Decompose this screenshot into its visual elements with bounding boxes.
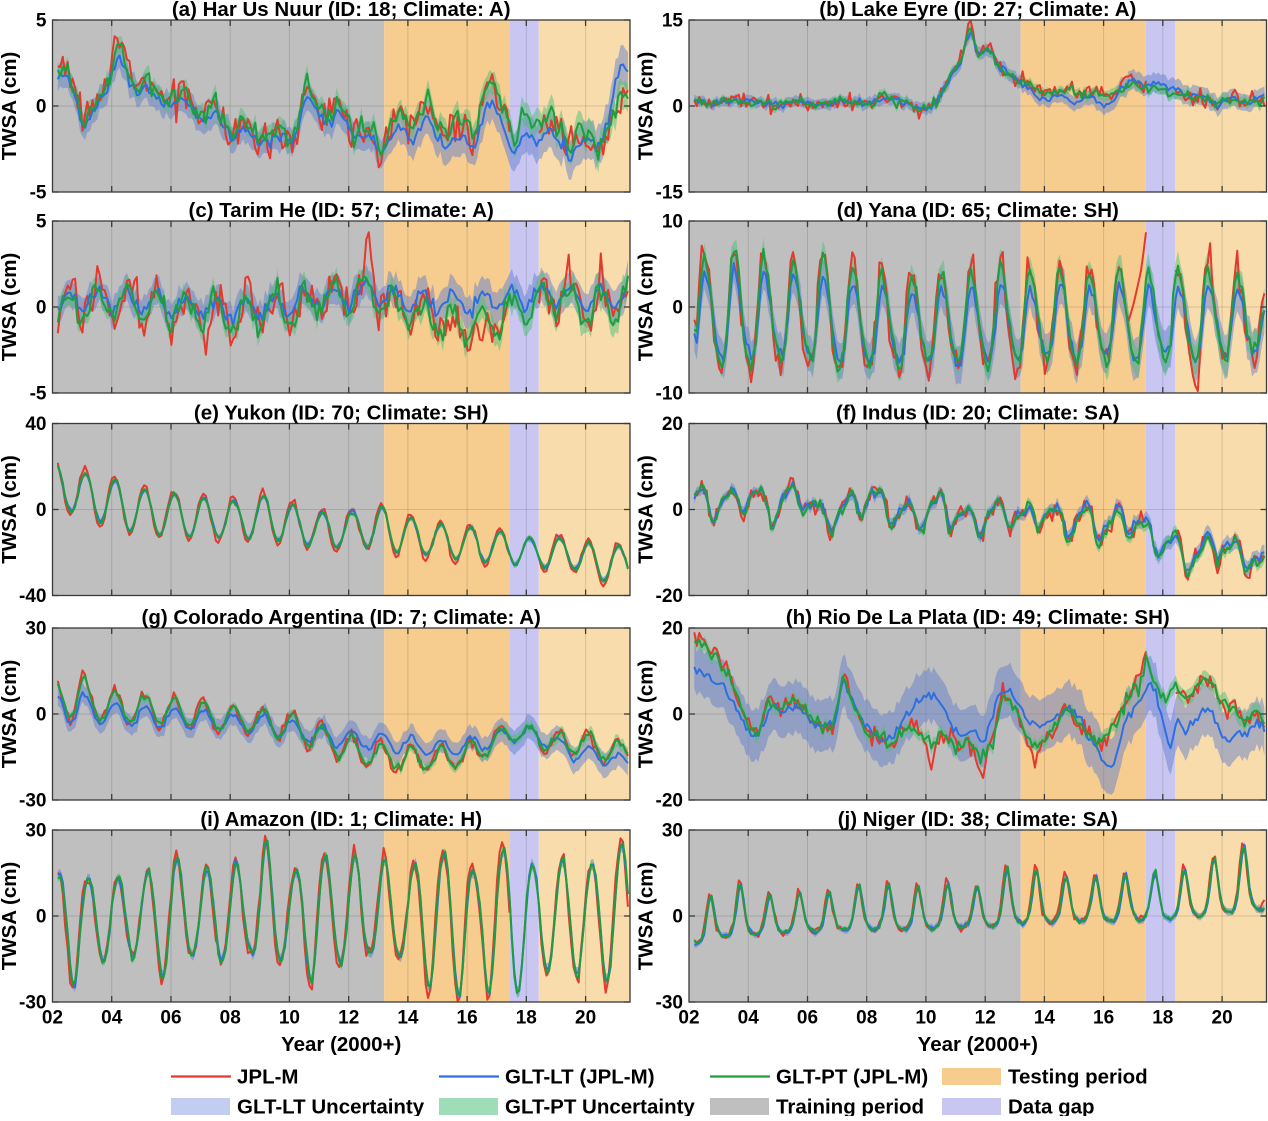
svg-text:GLT-PT (JPL-M): GLT-PT (JPL-M) — [776, 1066, 928, 1089]
svg-text:15: 15 — [662, 11, 684, 32]
svg-text:06: 06 — [797, 1008, 818, 1029]
svg-text:(a) Har Us Nuur (ID: 18; Clima: (a) Har Us Nuur (ID: 18; Climate: A) — [172, 0, 511, 21]
svg-text:0: 0 — [36, 705, 47, 726]
svg-text:-15: -15 — [656, 183, 684, 204]
svg-text:(e) Yukon (ID: 70; Climate: SH: (e) Yukon (ID: 70; Climate: SH) — [194, 402, 489, 425]
svg-text:-5: -5 — [30, 183, 47, 204]
svg-text:0: 0 — [36, 500, 47, 521]
svg-text:TWSA (cm): TWSA (cm) — [0, 52, 21, 161]
svg-text:16: 16 — [457, 1008, 478, 1029]
svg-text:JPL-M: JPL-M — [237, 1066, 299, 1089]
svg-text:-30: -30 — [19, 993, 46, 1014]
svg-text:12: 12 — [338, 1008, 359, 1029]
svg-text:TWSA (cm): TWSA (cm) — [635, 52, 658, 161]
svg-text:GLT-LT (JPL-M): GLT-LT (JPL-M) — [505, 1066, 655, 1089]
svg-text:0: 0 — [672, 705, 683, 726]
svg-text:06: 06 — [160, 1008, 181, 1029]
svg-text:(i) Amazon (ID: 1; Climate: H): (i) Amazon (ID: 1; Climate: H) — [200, 808, 482, 831]
svg-text:02: 02 — [678, 1008, 699, 1029]
svg-text:-5: -5 — [30, 384, 47, 405]
svg-text:0: 0 — [36, 298, 47, 319]
svg-text:TWSA (cm): TWSA (cm) — [0, 253, 21, 362]
svg-text:TWSA (cm): TWSA (cm) — [635, 253, 658, 362]
svg-text:20: 20 — [662, 414, 683, 435]
svg-text:18: 18 — [516, 1008, 537, 1029]
svg-text:TWSA (cm): TWSA (cm) — [635, 660, 658, 769]
svg-text:30: 30 — [25, 619, 46, 640]
svg-text:TWSA (cm): TWSA (cm) — [0, 455, 21, 564]
svg-text:20: 20 — [662, 619, 683, 640]
svg-text:TWSA (cm): TWSA (cm) — [0, 660, 21, 769]
svg-text:TWSA (cm): TWSA (cm) — [635, 862, 658, 971]
svg-text:-20: -20 — [656, 791, 683, 812]
svg-text:5: 5 — [36, 11, 47, 32]
svg-text:04: 04 — [738, 1008, 760, 1029]
svg-text:12: 12 — [975, 1008, 996, 1029]
svg-text:-30: -30 — [19, 791, 46, 812]
svg-text:08: 08 — [856, 1008, 877, 1029]
svg-text:14: 14 — [397, 1008, 419, 1029]
svg-text:40: 40 — [25, 414, 46, 435]
svg-text:GLT-PT Uncertainty: GLT-PT Uncertainty — [505, 1096, 695, 1117]
svg-text:Training period: Training period — [776, 1096, 924, 1117]
svg-text:0: 0 — [36, 907, 47, 928]
svg-text:(g) Colorado Argentina (ID: 7;: (g) Colorado Argentina (ID: 7; Climate: … — [142, 606, 541, 629]
svg-text:Year (2000+): Year (2000+) — [281, 1033, 401, 1056]
svg-text:04: 04 — [101, 1008, 123, 1029]
svg-text:20: 20 — [1212, 1008, 1233, 1029]
svg-text:10: 10 — [662, 212, 683, 233]
svg-text:Data gap: Data gap — [1008, 1096, 1095, 1117]
svg-text:0: 0 — [672, 298, 683, 319]
svg-text:-30: -30 — [656, 993, 683, 1014]
svg-text:(d) Yana (ID: 65; Climate: SH): (d) Yana (ID: 65; Climate: SH) — [837, 199, 1119, 222]
svg-text:(j) Niger (ID: 38; Climate: SA: (j) Niger (ID: 38; Climate: SA) — [838, 808, 1118, 831]
svg-text:(c) Tarim He (ID: 57; Climate:: (c) Tarim He (ID: 57; Climate: A) — [189, 199, 494, 222]
svg-text:-20: -20 — [656, 586, 683, 607]
svg-text:0: 0 — [672, 97, 683, 118]
svg-text:20: 20 — [575, 1008, 596, 1029]
svg-text:TWSA (cm): TWSA (cm) — [0, 862, 21, 971]
svg-text:GLT-LT Uncertainty: GLT-LT Uncertainty — [237, 1096, 425, 1117]
svg-text:5: 5 — [36, 212, 47, 233]
svg-text:14: 14 — [1034, 1008, 1056, 1029]
svg-text:-40: -40 — [19, 586, 46, 607]
svg-text:(b) Lake Eyre (ID: 27; Climate: (b) Lake Eyre (ID: 27; Climate: A) — [819, 0, 1136, 21]
svg-text:30: 30 — [25, 821, 46, 842]
svg-text:0: 0 — [672, 907, 683, 928]
svg-text:-10: -10 — [656, 384, 683, 405]
svg-text:0: 0 — [36, 97, 47, 118]
svg-text:(f) Indus (ID: 20; Climate: SA: (f) Indus (ID: 20; Climate: SA) — [836, 402, 1120, 425]
svg-text:(h) Rio De La Plata (ID: 49; C: (h) Rio De La Plata (ID: 49; Climate: SH… — [786, 606, 1170, 629]
svg-text:08: 08 — [220, 1008, 241, 1029]
svg-text:10: 10 — [915, 1008, 936, 1029]
svg-text:TWSA (cm): TWSA (cm) — [635, 455, 658, 564]
svg-text:10: 10 — [279, 1008, 300, 1029]
svg-text:30: 30 — [662, 821, 683, 842]
svg-text:0: 0 — [672, 500, 683, 521]
svg-text:16: 16 — [1093, 1008, 1114, 1029]
svg-text:Testing period: Testing period — [1008, 1066, 1148, 1089]
svg-text:Year (2000+): Year (2000+) — [918, 1033, 1038, 1056]
svg-text:02: 02 — [42, 1008, 63, 1029]
svg-text:18: 18 — [1152, 1008, 1173, 1029]
